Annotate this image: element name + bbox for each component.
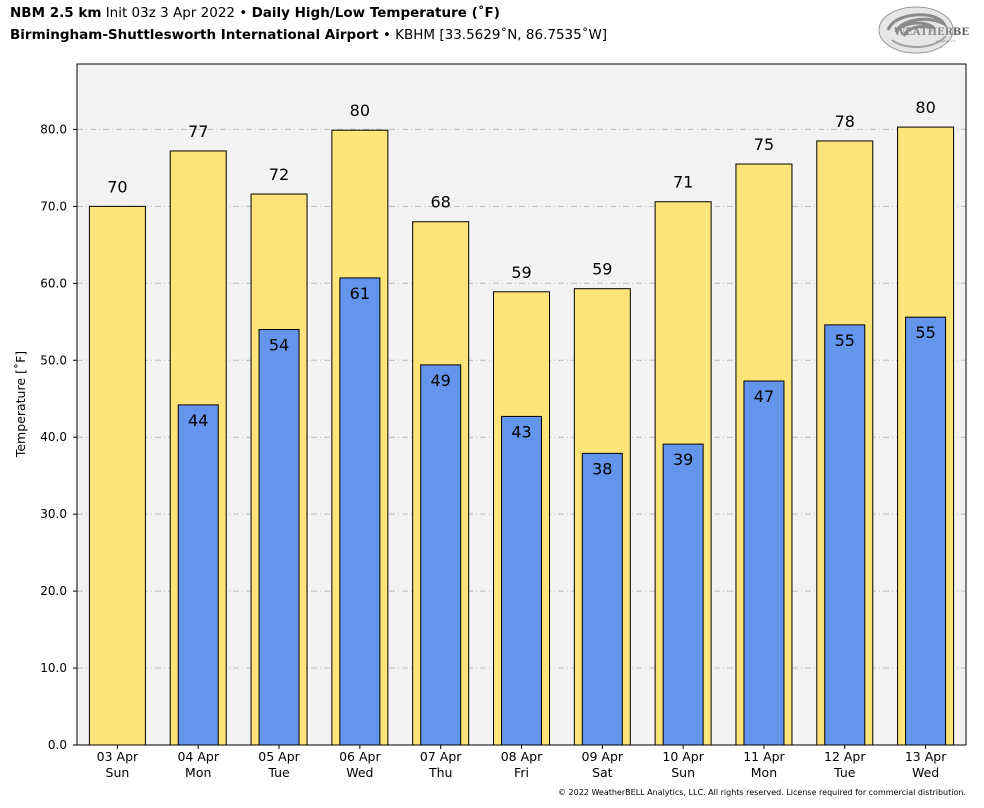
low-temp-bar: [339, 277, 381, 746]
x-tick-label-day: Thu: [428, 765, 452, 780]
x-tick-label-day: Fri: [514, 765, 529, 780]
logo-text-main: WEATHER: [893, 27, 954, 38]
y-axis: 0.0 10.0 20.0 30.0 40.0 50.0 60.0 70.0 80.0: [40, 122, 77, 752]
x-tick-label-day: Sat: [592, 765, 613, 780]
weatherbell-logo: WEATHERBELL Analytics LLC: [878, 6, 970, 54]
x-tick-label-date: 09 Apr: [582, 749, 624, 764]
y-axis-title: Temperature [˚F]: [13, 351, 28, 458]
low-temp-label: 61: [350, 284, 370, 303]
x-tick-label-day: Mon: [185, 765, 211, 780]
x-tick-label-date: 04 Apr: [177, 749, 219, 764]
y-tick-label: 80.0: [40, 122, 67, 136]
high-temp-label: 75: [754, 135, 774, 154]
data-labels: 70 77 44 72 54 80 61 68 49 59 43 59 38 71 39 75 47 78 55 80…: [107, 98, 936, 478]
low-temp-label: 43: [511, 422, 531, 441]
low-temp-bar: [258, 328, 300, 746]
station-info: KBHM [33.5629˚N, 86.7535˚W]: [395, 27, 608, 43]
high-temp-label: 80: [350, 101, 370, 120]
low-temp-bar: [501, 415, 542, 746]
high-temp-label: 77: [188, 122, 208, 141]
x-tick-label-day: Sun: [671, 765, 695, 780]
x-tick-label-date: 07 Apr: [420, 749, 462, 764]
y-tick-label: 40.0: [40, 430, 67, 444]
low-temp-bar: [420, 364, 462, 746]
x-tick-label-date: 08 Apr: [501, 749, 543, 764]
y-tick-label: 50.0: [40, 353, 67, 367]
y-tick-label: 0.0: [48, 738, 67, 752]
low-temp-bar: [662, 443, 704, 746]
high-temp-label: 59: [592, 260, 612, 279]
x-tick-label-date: 11 Apr: [743, 749, 785, 764]
y-tick-label: 20.0: [40, 584, 67, 598]
low-temp-bar: [824, 324, 866, 746]
low-temp-label: 55: [915, 323, 935, 342]
bullet-separator: •: [382, 27, 391, 43]
high-temp-label: 78: [835, 112, 855, 131]
x-tick-label-date: 03 Apr: [97, 749, 139, 764]
high-temp-label: 71: [673, 173, 693, 192]
y-tick-label: 10.0: [40, 661, 67, 675]
low-temp-label: 54: [269, 335, 289, 354]
low-temp-label: 55: [835, 331, 855, 350]
init-time: Init 03z 3 Apr 2022: [105, 5, 235, 21]
low-temp-label: 39: [673, 450, 693, 469]
chart-title-line-2: Birmingham-Shuttlesworth International A…: [10, 27, 607, 43]
x-tick-label-day: Tue: [267, 765, 290, 780]
low-temp-bar: [581, 452, 623, 746]
low-temp-label: 47: [754, 387, 774, 406]
low-temperature-series: [177, 277, 947, 746]
x-tick-label-day: Tue: [833, 765, 856, 780]
high-temp-label: 80: [915, 98, 935, 117]
chart-title-line-1: NBM 2.5 km Init 03z 3 Apr 2022 • Daily H…: [10, 5, 500, 21]
logo-text-small: Analytics LLC: [936, 39, 956, 43]
bullet-separator: •: [239, 5, 248, 21]
low-temp-label: 44: [188, 411, 208, 430]
low-temp-bar: [177, 404, 219, 746]
x-tick-label-date: 13 Apr: [905, 749, 947, 764]
y-tick-label: 70.0: [40, 199, 67, 213]
low-temp-bar: [743, 380, 785, 746]
x-tick-label-day: Wed: [912, 765, 939, 780]
high-temp-bar: [88, 205, 146, 746]
x-tick-label-date: 12 Apr: [824, 749, 866, 764]
high-temp-label: 68: [431, 193, 451, 212]
x-tick-label-date: 06 Apr: [339, 749, 381, 764]
product-name: Daily High/Low Temperature (˚F): [251, 5, 500, 21]
low-temp-bar: [905, 316, 947, 746]
high-temp-label: 59: [511, 263, 531, 282]
x-tick-label-day: Mon: [751, 765, 777, 780]
logo-text: WEATHERBELL: [893, 27, 970, 38]
x-tick-label-date: 05 Apr: [258, 749, 300, 764]
copyright-footer: © 2022 WeatherBELL Analytics, LLC. All r…: [558, 788, 966, 797]
low-temp-label: 38: [592, 459, 612, 478]
high-temp-label: 70: [107, 177, 127, 196]
x-tick-label-date: 10 Apr: [662, 749, 704, 764]
logo-text-accent: BELL: [953, 27, 970, 38]
location-name: Birmingham-Shuttlesworth International A…: [10, 27, 379, 43]
model-name: NBM 2.5 km: [10, 5, 102, 21]
y-tick-label: 60.0: [40, 276, 67, 290]
low-temp-label: 49: [431, 371, 451, 390]
high-temp-label: 72: [269, 165, 289, 184]
x-tick-label-day: Sun: [106, 765, 130, 780]
x-tick-label-day: Wed: [346, 765, 373, 780]
y-tick-label: 30.0: [40, 507, 67, 521]
